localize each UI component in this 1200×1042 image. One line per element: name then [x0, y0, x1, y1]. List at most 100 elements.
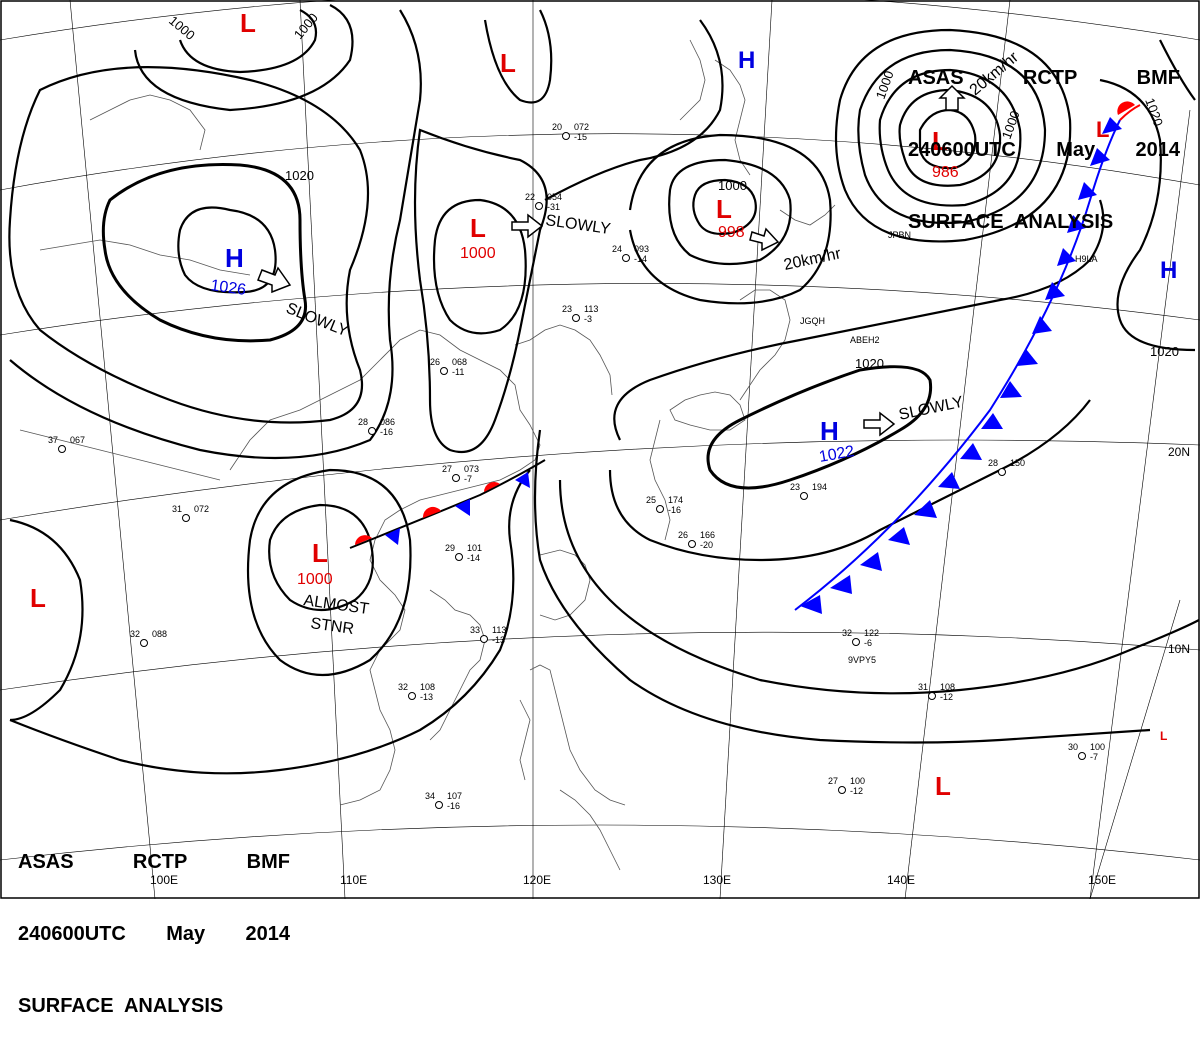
isobar-label: 1000 — [718, 178, 747, 193]
station-temp: 27 — [442, 464, 452, 474]
low-center-sw-1000: L — [312, 538, 328, 568]
station-tendency: -16 — [380, 427, 393, 437]
station-circle — [688, 540, 696, 548]
low-center-1000: L — [470, 213, 486, 243]
station-plot: 34 107-16 — [425, 791, 462, 811]
station-temp: 23 — [562, 304, 572, 314]
coordinate-labels: 100E 110E 120E 130E 140E 150E 20N 10N — [150, 445, 1190, 887]
station-plot: 32 108-13 — [398, 682, 435, 702]
station-pressure: 068 — [452, 357, 467, 367]
station-pressure: 113 — [492, 625, 506, 635]
lon-label: 100E — [150, 873, 178, 887]
station-circle — [480, 635, 488, 643]
station-tendency: -11 — [452, 367, 464, 377]
low-center-nw: L — [240, 8, 256, 38]
station-pressure: 086 — [380, 417, 395, 427]
low-center-se: L — [935, 771, 951, 801]
high-value-1026: 1026 — [209, 277, 247, 299]
station-circle — [800, 492, 808, 500]
station-tendency: -3 — [584, 314, 592, 324]
station-temp: 26 — [678, 530, 688, 540]
station-pressure: 101 — [467, 543, 482, 553]
high-center-north: H — [738, 47, 755, 74]
isobar-label: 1020 — [285, 168, 314, 183]
coastlines — [19, 39, 836, 871]
station-tendency: -6 — [864, 638, 872, 648]
title-product: ASAS — [18, 851, 74, 873]
station-temp: 26 — [430, 357, 440, 367]
station-tendency: -31 — [547, 202, 560, 212]
station-plot: 20 072-15 — [552, 122, 589, 142]
station-tendency: -14 — [634, 254, 647, 264]
station-tendency: -13 — [492, 635, 505, 645]
station-tendency: -7 — [464, 474, 472, 484]
low-value-986: 986 — [932, 164, 959, 181]
station-plot: 28 150 — [988, 458, 1025, 476]
station-tendency: -13 — [420, 692, 433, 702]
high-center-1026: H — [225, 243, 244, 273]
title-station: RCTP — [1022, 67, 1078, 89]
title-product: ASAS — [908, 67, 964, 89]
station-id: ABEH2 — [850, 335, 880, 345]
lon-label: 110E — [340, 873, 367, 887]
station-plot: 24 093-14 — [612, 244, 649, 264]
station-circle — [998, 468, 1006, 476]
station-temp: 27 — [828, 776, 838, 786]
station-pressure: 122 — [864, 628, 879, 638]
motion-arrows — [257, 84, 966, 437]
station-pressure: 113 — [584, 304, 598, 314]
station-plot: 31 072 — [172, 504, 209, 522]
low-value-998: 998 — [718, 224, 745, 241]
station-circle — [535, 202, 543, 210]
title-year: 2014 — [1135, 139, 1181, 161]
station-pressure: 107 — [447, 791, 462, 801]
station-pressure: 108 — [940, 682, 955, 692]
station-tendency: -20 — [700, 540, 713, 550]
low-center-west: L — [30, 583, 46, 613]
station-tendency: -12 — [850, 786, 863, 796]
title-month: May — [1056, 139, 1096, 161]
fronts — [349, 101, 1141, 614]
title-analysis: SURFACE ANALYSIS — [908, 211, 1114, 233]
station-temp: 20 — [552, 122, 562, 132]
station-plot: 32 122-6 — [842, 628, 879, 648]
station-temp: 37 — [48, 435, 58, 445]
title-time: 240600UTC — [18, 923, 126, 945]
station-plot: 30 100-7 — [1068, 742, 1105, 762]
station-temp: 32 — [398, 682, 408, 692]
station-temp: 24 — [612, 244, 622, 254]
station-circle — [455, 553, 463, 561]
station-circle — [572, 314, 580, 322]
station-id: JGQH — [800, 316, 825, 326]
isobars — [8, 4, 1200, 775]
station-circle — [182, 514, 190, 522]
station-circle — [928, 692, 936, 700]
station-plot: 29 101-14 — [445, 543, 482, 563]
station-plot: 25 174-16 — [646, 495, 683, 515]
low-center-edge: L — [1160, 729, 1167, 743]
station-pressure: 108 — [420, 682, 435, 692]
high-center-1022: H — [820, 416, 839, 446]
station-circle — [440, 367, 448, 375]
station-pressure: 166 — [700, 530, 715, 540]
station-circle — [435, 801, 443, 809]
station-temp: 22 — [525, 192, 535, 202]
station-pressure: 194 — [812, 482, 827, 492]
station-temp: 28 — [988, 458, 998, 468]
title-station: RCTP — [132, 851, 188, 873]
station-circle — [622, 254, 630, 262]
title-year: 2014 — [245, 923, 291, 945]
station-id: 9VPY5 — [848, 655, 876, 665]
lon-label: 120E — [523, 873, 551, 887]
station-circle — [852, 638, 860, 646]
station-temp: 23 — [790, 482, 800, 492]
lat-label: 20N — [1168, 445, 1190, 459]
title-block-bottom: ASAS RCTP BMF 240600UTC May 2014 SURFACE… — [18, 802, 290, 1042]
isobar-label: 1020 — [855, 356, 884, 371]
station-temp: 30 — [1068, 742, 1078, 752]
title-code: BMF — [1136, 67, 1180, 89]
station-id: JPBN — [888, 230, 911, 240]
low-center-north: L — [500, 48, 516, 78]
station-temp: 34 — [425, 791, 435, 801]
title-month: May — [166, 923, 206, 945]
